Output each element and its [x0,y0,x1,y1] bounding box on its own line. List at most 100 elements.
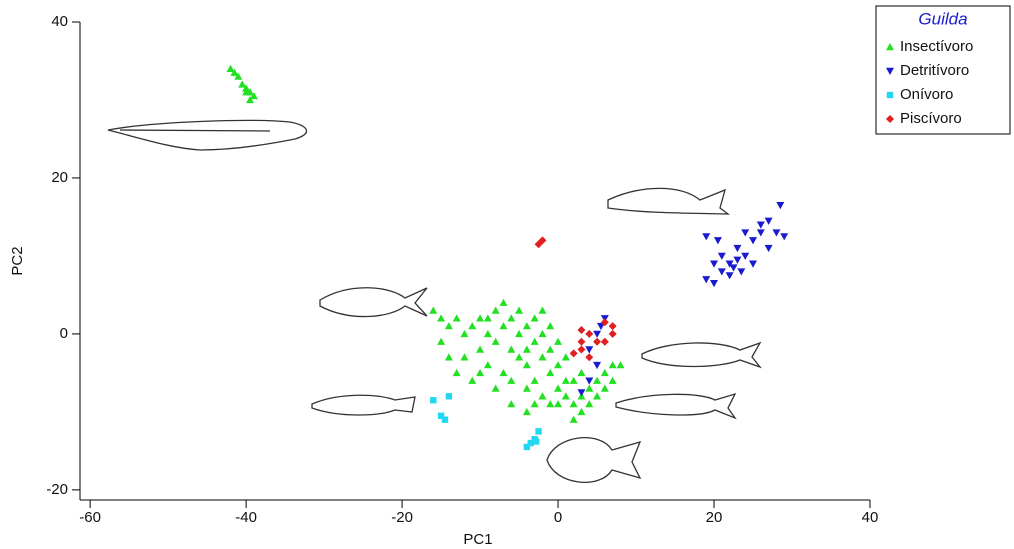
point [577,326,586,335]
point [593,392,602,400]
legend-marker [886,115,894,123]
point [585,353,594,362]
point [600,368,609,377]
point [593,361,602,370]
point [460,353,469,361]
point [499,298,508,306]
point [776,202,785,210]
point [733,256,742,264]
point [476,368,485,377]
point [725,272,734,280]
point [546,322,555,330]
legend-marker [886,67,894,75]
point [523,443,531,451]
x-tick-label: -40 [235,509,257,526]
point [561,392,570,400]
point [441,416,449,423]
point [554,384,563,392]
point [499,368,508,377]
point [507,400,516,408]
point [577,389,586,397]
point [749,260,758,268]
point [468,322,477,330]
point [772,229,781,237]
point [476,314,485,322]
point [561,376,570,384]
legend-marker [886,43,894,51]
point [444,353,453,361]
point [530,376,539,384]
point [756,229,765,237]
point [515,329,524,338]
point [546,400,555,408]
point [593,337,602,346]
point [230,68,239,76]
point [577,407,586,416]
point [585,384,594,392]
point [530,400,539,408]
y-tick-label: 20 [51,169,68,186]
point [535,428,542,435]
point [569,400,578,408]
point [569,415,578,423]
point [569,349,578,358]
point [234,72,243,80]
point [452,314,461,322]
point [538,392,547,400]
y-axis-label: PC2 [9,246,26,275]
x-tick-label: 20 [706,509,723,526]
point [445,393,453,400]
point [226,64,235,72]
point [444,322,453,330]
point [593,330,602,338]
point [437,412,445,419]
point [507,314,516,322]
point [741,229,750,237]
point [538,329,547,338]
x-axis-label: PC1 [463,531,492,548]
point [749,237,758,245]
point [483,314,492,322]
point [491,384,500,392]
point [702,276,711,284]
point [538,353,547,361]
legend-marker [886,91,894,99]
y-tick-label: 40 [51,13,68,30]
point [515,353,524,361]
point [515,306,524,314]
point [527,439,534,447]
point [429,306,438,314]
point [538,306,547,314]
point [600,337,609,346]
point [522,361,531,369]
point [522,345,531,353]
point [468,376,477,384]
point [546,368,555,377]
point [483,329,492,338]
point [460,329,469,338]
point [483,361,492,369]
point [246,95,255,104]
point [533,438,540,445]
point [530,337,539,345]
legend-label: Onívoro [900,86,953,103]
point [737,268,746,276]
point [530,314,539,322]
point [522,322,531,330]
point [596,322,605,331]
point [554,337,563,345]
point [756,221,765,229]
point [585,346,594,354]
point [561,353,570,361]
legend-label: Detritívoro [900,62,969,79]
point [242,84,251,92]
point [238,80,247,88]
point [538,236,547,245]
point [577,368,586,377]
point [608,322,617,331]
point [702,233,711,241]
point [452,368,461,377]
point [437,314,446,322]
point [499,322,508,330]
point [491,337,500,345]
